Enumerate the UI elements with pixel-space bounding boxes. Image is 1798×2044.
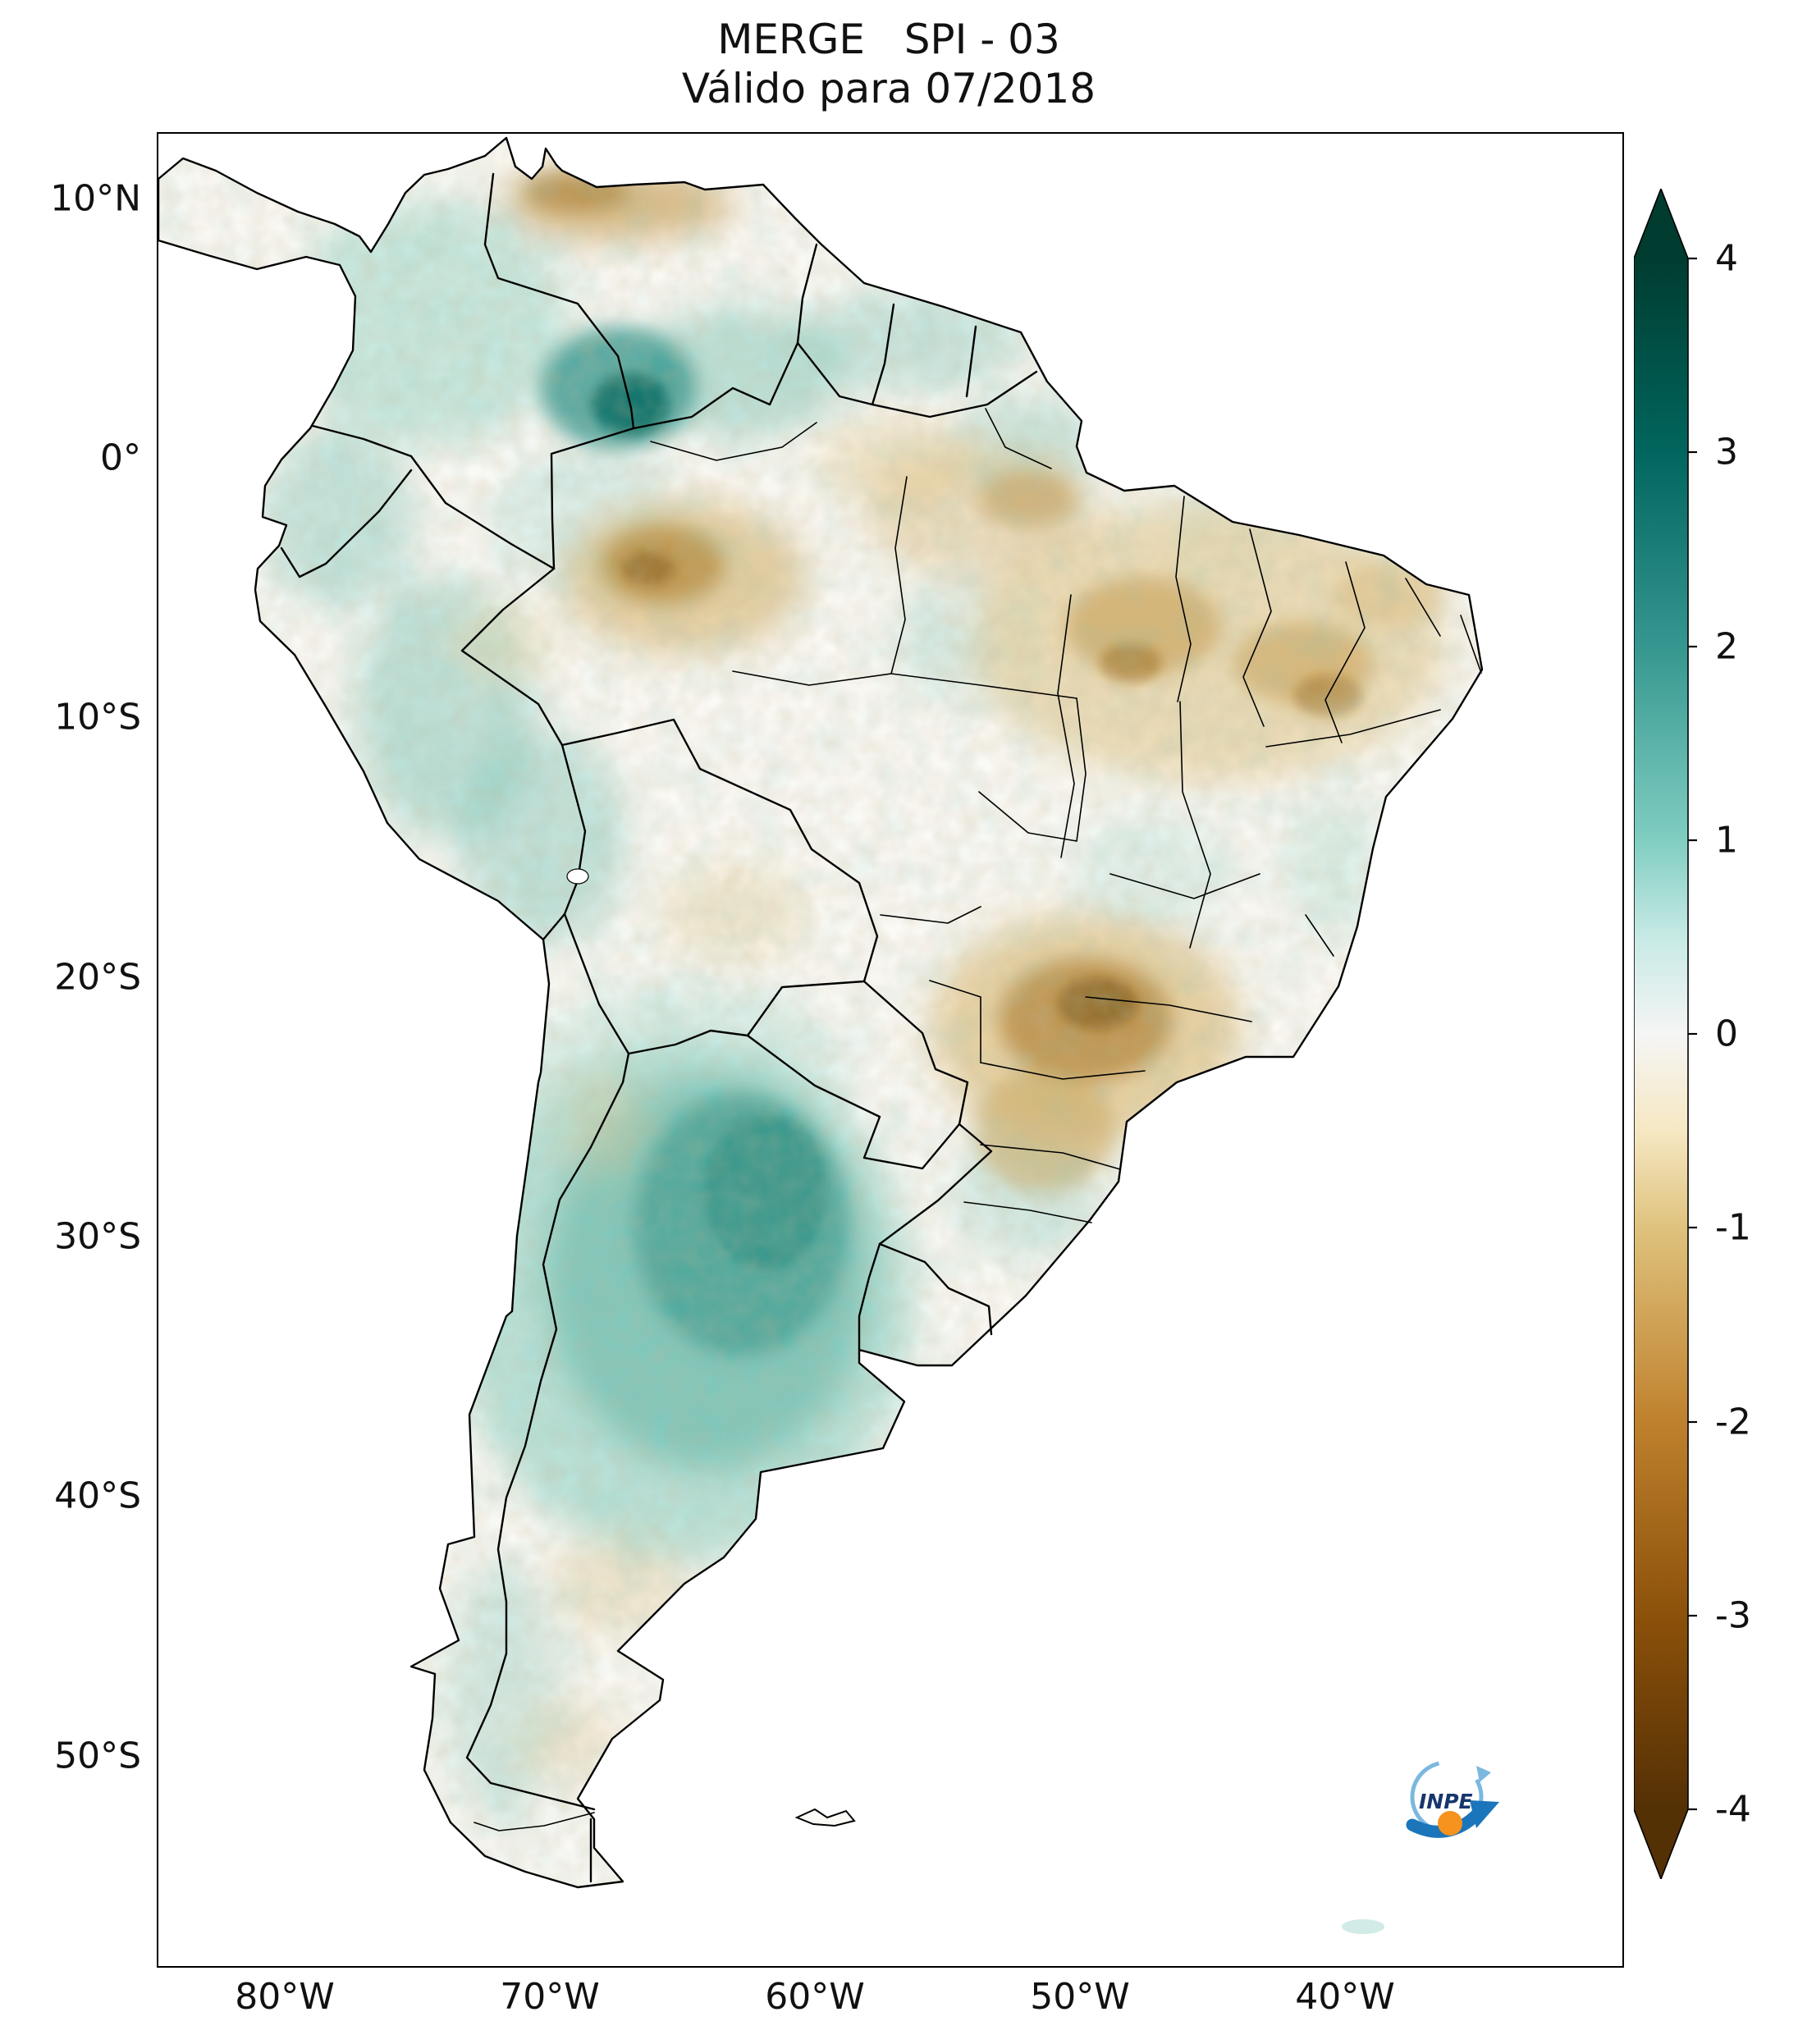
cb-tick-1: 1 <box>1715 819 1738 862</box>
y-tick-0: 0° <box>100 437 141 479</box>
x-tick-40w: 40°W <box>1295 1976 1395 2018</box>
x-tick-50w: 50°W <box>1030 1976 1130 2018</box>
state-borders <box>650 408 1482 1223</box>
colorbar-ticks <box>1688 257 1697 1811</box>
cb-tick-m3: -3 <box>1715 1594 1751 1637</box>
cb-tick-3: 3 <box>1715 431 1738 473</box>
cb-tick-2: 2 <box>1715 625 1738 668</box>
cb-tick-m1: -1 <box>1715 1206 1751 1249</box>
figure-title: MERGE SPI - 03 Válido para 07/2018 <box>157 15 1621 113</box>
cb-tick-m4: -4 <box>1715 1788 1751 1831</box>
coastline <box>158 136 1484 1889</box>
y-tick-10s: 10°S <box>54 696 141 738</box>
south-america-map: INPE <box>158 136 1499 1934</box>
y-tick-20s: 20°S <box>54 956 141 999</box>
y-tick-50s: 50°S <box>54 1735 141 1777</box>
logo-swirl-arrowhead-icon <box>1476 1766 1491 1782</box>
y-tick-10n: 10°N <box>50 177 141 220</box>
logo-text: INPE <box>1419 1790 1473 1813</box>
map-plot-area: INPE <box>157 132 1624 1968</box>
title-line-1: MERGE SPI - 03 <box>717 16 1060 63</box>
title-line-2: Válido para 07/2018 <box>681 65 1096 112</box>
country-borders <box>280 172 1038 1883</box>
y-tick-40s: 40°S <box>54 1475 141 1517</box>
colorbar-gradient <box>1634 189 1689 1879</box>
colorbar <box>1634 189 1697 1879</box>
logo-arrowhead-icon <box>1470 1800 1499 1828</box>
logo-orange-ball-icon <box>1438 1811 1462 1836</box>
x-tick-60w: 60°W <box>765 1976 865 2018</box>
cb-tick-0: 0 <box>1715 1013 1738 1055</box>
cb-tick-m2: -2 <box>1715 1401 1751 1443</box>
offshore-speck <box>1342 1919 1384 1934</box>
cb-tick-4: 4 <box>1715 237 1738 280</box>
y-tick-30s: 30°S <box>54 1215 141 1258</box>
falkland-islands <box>794 1808 856 1827</box>
lake-titicaca <box>566 868 589 885</box>
x-tick-70w: 70°W <box>500 1976 600 2018</box>
inpe-logo: INPE <box>1406 1760 1499 1838</box>
x-tick-80w: 80°W <box>235 1976 335 2018</box>
